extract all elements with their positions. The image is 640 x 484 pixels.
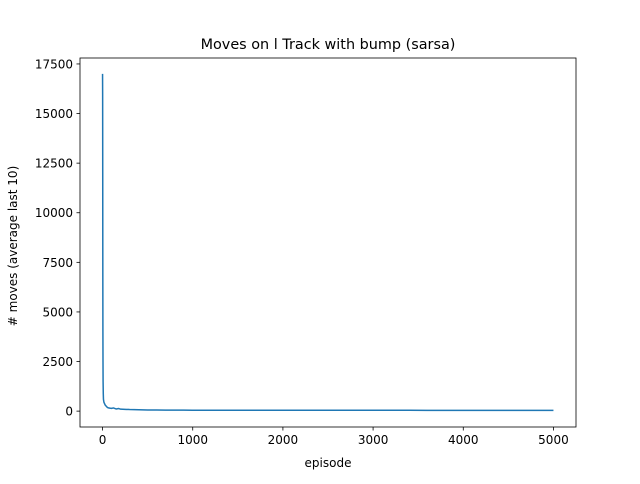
y-tick-label: 7500 bbox=[42, 256, 73, 270]
x-tick-label: 0 bbox=[99, 433, 107, 447]
plot-frame bbox=[79, 57, 577, 428]
x-axis-label: episode bbox=[305, 456, 352, 470]
x-tick-label: 1000 bbox=[177, 433, 208, 447]
y-tick-label: 17500 bbox=[35, 57, 73, 71]
y-tick-label: 2500 bbox=[42, 355, 73, 369]
y-tick-label: 5000 bbox=[42, 305, 73, 319]
y-tick-label: 15000 bbox=[35, 107, 73, 121]
x-tick-label: 5000 bbox=[538, 433, 569, 447]
y-tick-label: 10000 bbox=[35, 206, 73, 220]
x-axis-ticks: 0 1000 2000 3000 4000 5000 bbox=[99, 427, 569, 447]
x-tick-label: 3000 bbox=[358, 433, 389, 447]
y-tick-label: 0 bbox=[65, 405, 73, 419]
y-axis-ticks: 0 2500 5000 7500 10000 12500 15000 17500 bbox=[35, 57, 80, 419]
series-layer bbox=[101, 73, 554, 412]
chart-title: Moves on l Track with bump (sarsa) bbox=[201, 37, 456, 53]
x-tick-label: 4000 bbox=[448, 433, 479, 447]
x-tick-label: 2000 bbox=[268, 433, 299, 447]
y-tick-label: 12500 bbox=[35, 157, 73, 171]
plot-area bbox=[80, 58, 576, 427]
series-line-0 bbox=[101, 73, 554, 412]
y-axis-label: # moves (average last 10) bbox=[6, 166, 20, 326]
